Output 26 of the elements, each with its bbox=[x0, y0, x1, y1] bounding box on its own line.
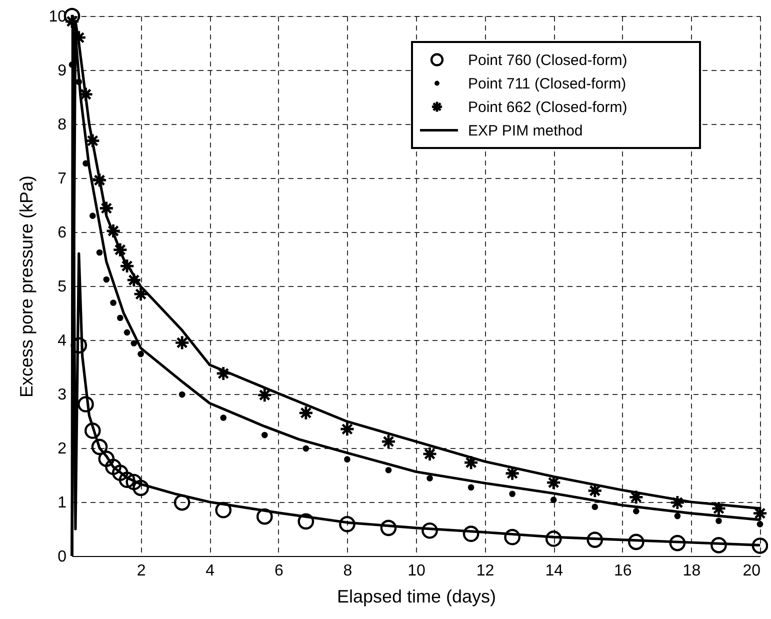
x-tick-label: 10 bbox=[408, 562, 426, 580]
x-axis-title: Elapsed time (days) bbox=[336, 586, 496, 606]
y-tick-label: 0 bbox=[58, 548, 67, 566]
x-tick-label: 8 bbox=[343, 562, 352, 580]
y-tick-label: 4 bbox=[58, 332, 67, 350]
y-tick-label: 2 bbox=[58, 440, 67, 458]
y-tick-label: 6 bbox=[58, 224, 67, 242]
legend-label: Point 662 (Closed-form) bbox=[468, 98, 628, 116]
y-tick-label: 9 bbox=[58, 62, 67, 80]
x-tick-label: 18 bbox=[682, 562, 701, 580]
x-tick-label: 6 bbox=[274, 562, 284, 580]
y-tick-label: 1 bbox=[58, 494, 67, 512]
legend-label: Point 711 (Closed-form) bbox=[468, 75, 626, 92]
x-tick-label: 14 bbox=[545, 562, 564, 580]
legend-label: EXP PIM method bbox=[468, 122, 583, 140]
y-axis-title: Excess pore pressure (kPa) bbox=[16, 175, 37, 398]
x-tick-label: 4 bbox=[206, 562, 215, 580]
y-tick-label: 3 bbox=[58, 386, 67, 404]
x-tick-label: 2 bbox=[136, 562, 146, 580]
x-tick-label: 16 bbox=[614, 562, 632, 580]
x-tick-label: 12 bbox=[476, 562, 494, 580]
y-tick-label: 5 bbox=[58, 278, 67, 296]
legend-label: Point 760 (Closed-form) bbox=[468, 52, 628, 69]
x-tick-label: 20 bbox=[742, 562, 761, 580]
y-tick-label: 7 bbox=[58, 170, 67, 188]
y-tick-label: 8 bbox=[58, 116, 67, 134]
